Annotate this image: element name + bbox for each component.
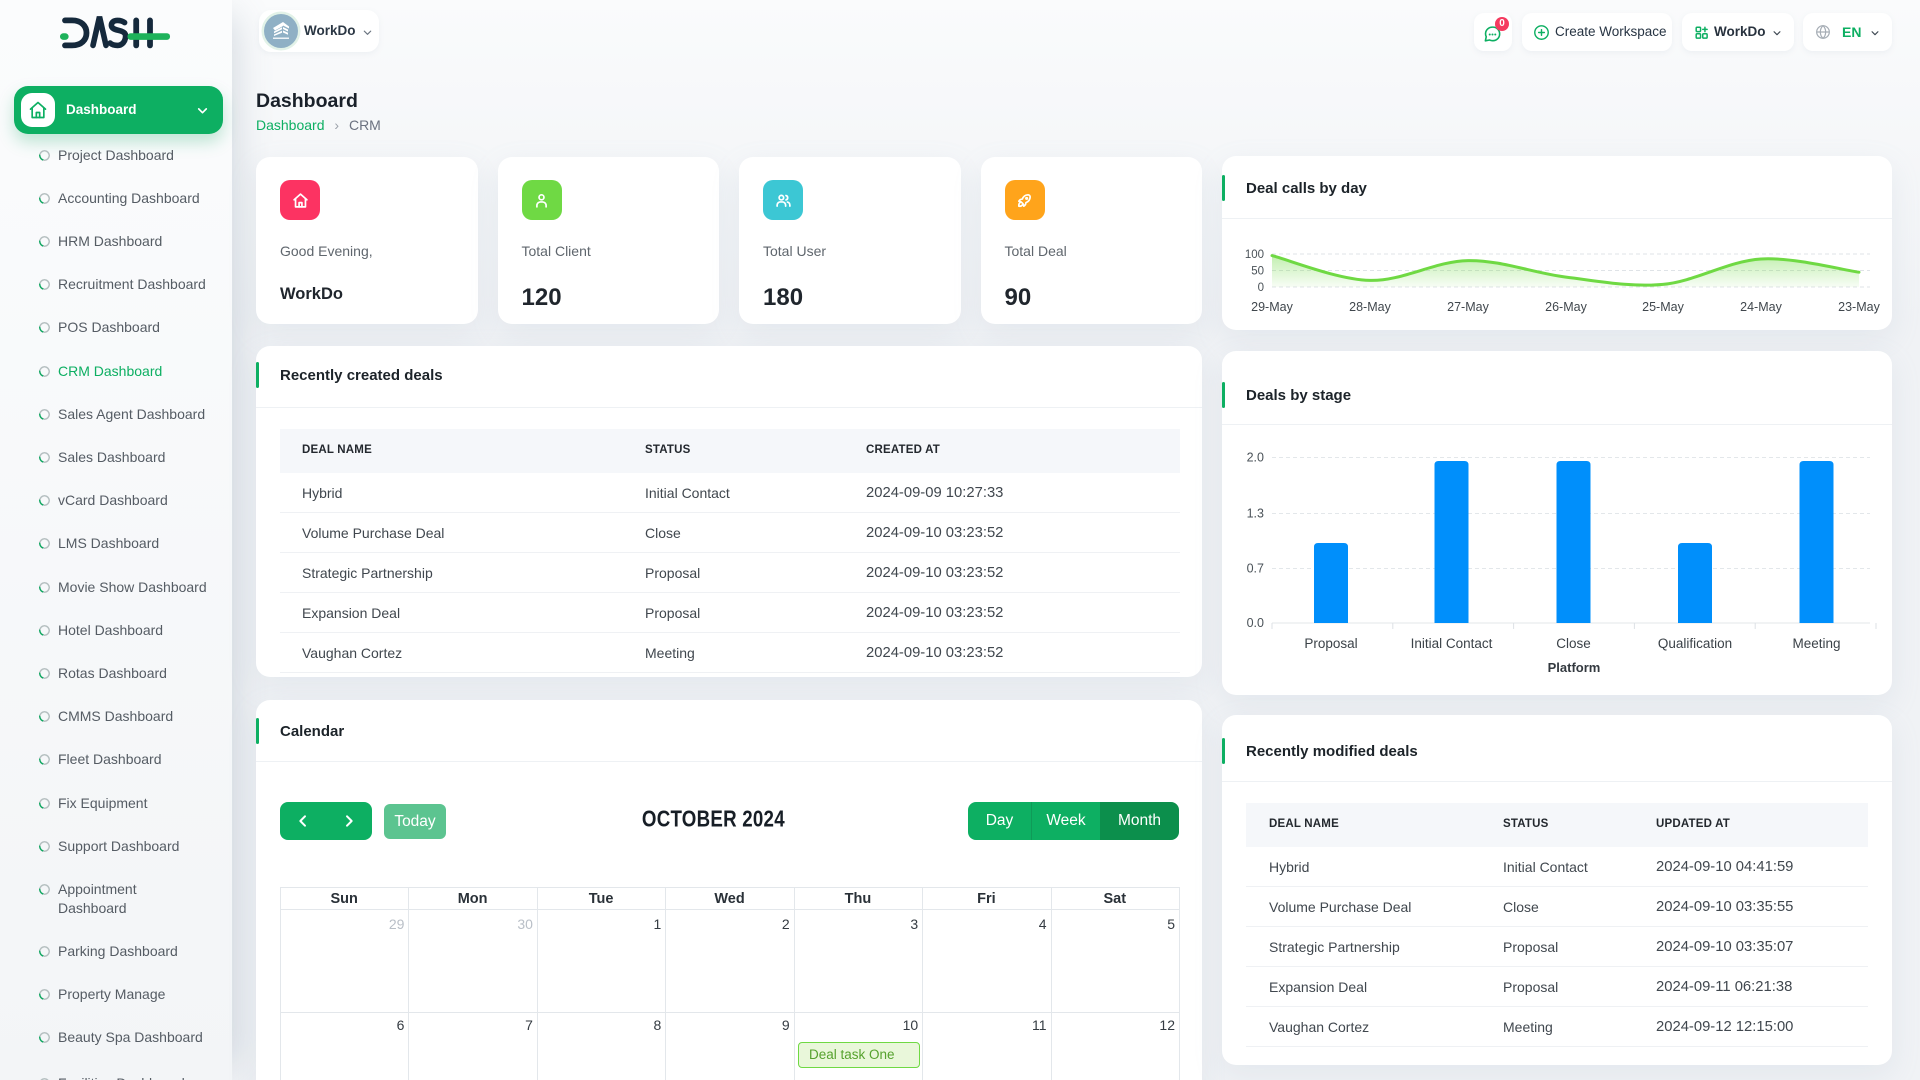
svg-text:29-May: 29-May <box>1251 300 1293 314</box>
svg-text:Meeting: Meeting <box>1792 636 1840 651</box>
svg-text:27-May: 27-May <box>1447 300 1489 314</box>
svg-text:Platform: Platform <box>1548 660 1601 675</box>
svg-text:28-May: 28-May <box>1349 300 1391 314</box>
svg-text:23-May: 23-May <box>1838 300 1880 314</box>
svg-text:0.0: 0.0 <box>1247 616 1264 630</box>
svg-text:0.7: 0.7 <box>1247 562 1264 576</box>
svg-text:Initial Contact: Initial Contact <box>1411 636 1493 651</box>
svg-text:25-May: 25-May <box>1642 300 1684 314</box>
svg-text:Proposal: Proposal <box>1304 636 1357 651</box>
svg-text:24-May: 24-May <box>1740 300 1782 314</box>
svg-text:26-May: 26-May <box>1545 300 1587 314</box>
svg-text:0: 0 <box>1258 282 1264 294</box>
svg-text:Close: Close <box>1556 636 1591 651</box>
svg-text:100: 100 <box>1245 249 1264 261</box>
svg-text:2.0: 2.0 <box>1247 451 1264 465</box>
svg-text:50: 50 <box>1251 266 1264 278</box>
svg-text:1.3: 1.3 <box>1247 507 1264 521</box>
svg-text:Qualification: Qualification <box>1658 636 1732 651</box>
